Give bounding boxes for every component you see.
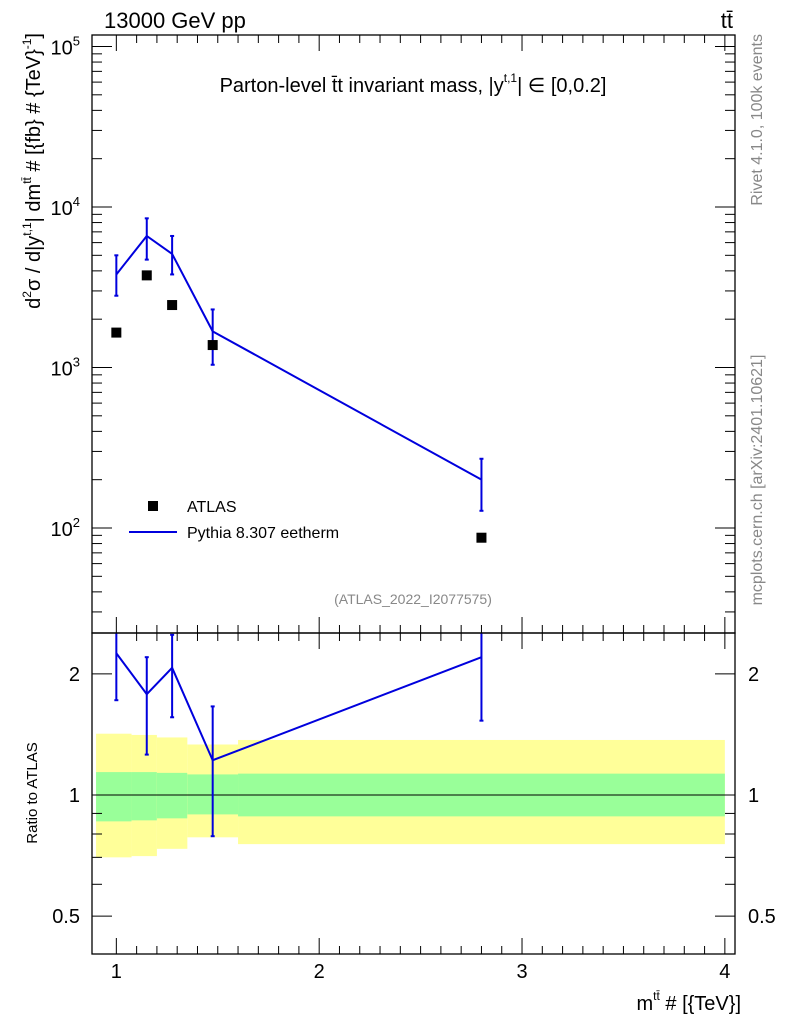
ylabel-d: # [{fb} # {TeV}	[23, 49, 45, 177]
ratio-ticks	[92, 633, 735, 954]
ylabel-c: | dm	[23, 184, 45, 223]
ratio-y-tick-labels: 0.5 0.5 1 1 2 2	[52, 664, 776, 928]
main-y-axis-label: d2σ / d|yt,1| dmtt̄ # [{fb} # {TeV}-1]	[20, 33, 45, 309]
ratio-y-axis-label: Ratio to ATLAS	[24, 742, 41, 843]
atlas-data-point	[207, 340, 218, 351]
main-y-tick-label: 103	[51, 355, 80, 381]
tick-exp: 5	[73, 34, 80, 49]
ratio-band-inner	[156, 772, 188, 819]
ylabel-b: σ / d|y	[23, 236, 45, 291]
ylabel-c-sup: tt̄	[20, 176, 34, 183]
ratio-x-tick-label: 2	[314, 961, 325, 983]
tick-exp: 3	[73, 355, 80, 370]
ratio-y-tick-label: 0.5	[52, 906, 80, 928]
ratio-x-tick-labels: 1 2 3 4	[111, 961, 731, 983]
analysis-watermark: (ATLAS_2022_I2077575)	[334, 591, 492, 607]
main-y-tick-label: 102	[51, 515, 80, 541]
ratio-bands	[96, 733, 725, 858]
ratio-frame	[91, 632, 736, 955]
main-minor-ticks	[92, 35, 735, 633]
ylabel-e: ]	[23, 33, 45, 39]
atlas-data-point	[141, 270, 152, 281]
xlabel-sup: tt̄	[653, 989, 660, 1003]
main-y-tick-label: 104	[51, 194, 80, 220]
xlabel-tail: # [{TeV}]	[660, 993, 741, 1015]
main-y-tick-label: 105	[51, 34, 80, 60]
xlabel-main: m	[636, 993, 653, 1015]
process-label: tt̄	[721, 8, 733, 33]
tick-base: 10	[51, 198, 73, 220]
legend-atlas-label: ATLAS	[187, 499, 237, 516]
title-main: Parton-level t̄t invariant mass, |y	[220, 75, 504, 97]
atlas-data-point	[111, 327, 122, 338]
legend-pythia-label: Pythia 8.307 eetherm	[187, 525, 339, 542]
mc-line	[115, 234, 482, 481]
main-title: Parton-level t̄t invariant mass, |yt,1| …	[220, 71, 607, 97]
ylabel-a: d	[23, 298, 45, 309]
title-tail: | ∈ [0,0.2]	[517, 75, 606, 97]
ratio-y-tick-label: 1	[69, 785, 80, 807]
ratio-panel: 0.5 0.5 1 1 2 2 1 2 3 4 Ratio to ATLAS mtt̄ # [{…	[24, 632, 776, 1015]
rivet-label: Rivet 4.1.0, 100k events	[749, 34, 766, 206]
legend: ATLAS Pythia 8.307 eetherm	[129, 499, 339, 542]
tick-base: 10	[51, 38, 73, 60]
title-sup: t,1	[504, 71, 518, 85]
atlas-data-point	[476, 532, 487, 543]
tick-base: 10	[51, 359, 73, 381]
energy-label: 13000 GeV pp	[104, 8, 246, 33]
ratio-series	[114, 633, 484, 838]
legend-atlas-marker	[148, 501, 158, 511]
ratio-mc-group	[114, 633, 484, 838]
ratio-x-tick-label: 1	[111, 961, 122, 983]
ratio-y-tick-label: 2	[69, 664, 80, 686]
atlas-data-point	[167, 300, 178, 311]
ylabel-d-sup: -1	[20, 38, 34, 49]
ratio-x-tick-label: 4	[719, 961, 730, 983]
ratio-y-tick-label-right: 0.5	[748, 906, 776, 928]
ratio-band-inner	[131, 772, 157, 821]
ratio-x-tick-label: 3	[516, 961, 527, 983]
ratio-y-tick-label-right: 1	[748, 785, 759, 807]
ratio-band-inner	[96, 772, 132, 822]
main-frame	[91, 34, 736, 634]
ratio-y-tick-label-right: 2	[748, 664, 759, 686]
main-series	[111, 217, 487, 543]
tick-exp: 2	[73, 515, 80, 530]
tick-base: 10	[51, 519, 73, 541]
source-label: mcplots.cern.ch [arXiv:2401.10621]	[749, 355, 766, 606]
tick-exp: 4	[73, 194, 80, 209]
ylabel-a-sup: 2	[20, 291, 34, 298]
x-axis-label: mtt̄ # [{TeV}]	[636, 989, 741, 1015]
ylabel-b-sup: t,1	[20, 222, 34, 236]
